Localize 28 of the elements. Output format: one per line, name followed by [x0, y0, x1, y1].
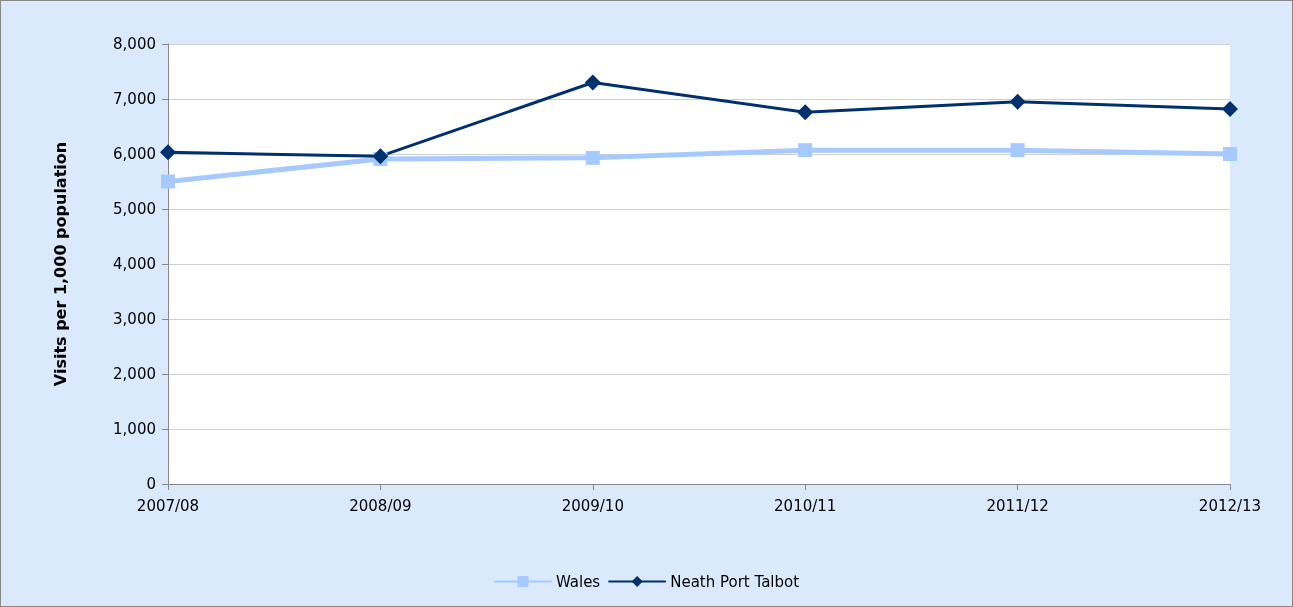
x-tick-label: 2009/10 [561, 496, 624, 515]
y-tick-label: 5,000 [113, 200, 156, 218]
point [1009, 93, 1026, 110]
point [1223, 147, 1237, 161]
x-tick-label: 2010/11 [774, 496, 837, 515]
y-tick-label: 7,000 [113, 90, 156, 108]
x-tick-label: 2011/12 [986, 496, 1049, 515]
legend-label: Neath Port Talbot [670, 572, 800, 591]
point [161, 174, 175, 189]
x-tick-label: 2012/13 [1198, 496, 1262, 515]
y-tick-label: 8,000 [113, 35, 156, 53]
point [584, 74, 601, 91]
x-tick-label: 2007/08 [136, 496, 200, 515]
point [797, 104, 814, 121]
point [798, 143, 813, 158]
y-tick-label: 0 [146, 475, 156, 493]
point [160, 144, 176, 161]
y-tick-label: 1,000 [113, 420, 156, 438]
y-tick-label: 2,000 [113, 365, 156, 383]
point [585, 150, 600, 165]
y-axis-title: Visits per 1,000 population [50, 141, 70, 387]
point [1222, 100, 1238, 117]
legend-label: Wales [555, 572, 601, 591]
y-tick-label: 6,000 [113, 145, 156, 163]
point [1010, 143, 1025, 158]
y-tick-label: 3,000 [113, 310, 156, 328]
y-tick-label: 4,000 [113, 255, 156, 273]
x-tick-label: 2008/09 [349, 496, 412, 515]
